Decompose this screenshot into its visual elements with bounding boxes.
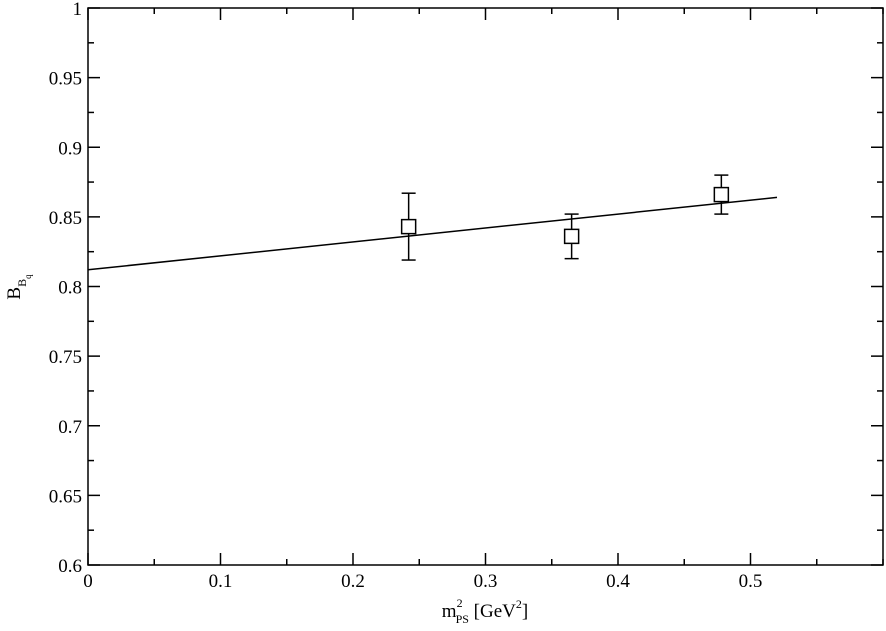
x-tick-label: 0.1: [209, 571, 233, 592]
axis-ticks: [87, 7, 884, 566]
x-axis-title-sub: PS: [456, 612, 469, 626]
x-axis-title-sup: 2: [457, 596, 463, 610]
plot-frame: [87, 7, 884, 566]
data-series: [87, 174, 778, 271]
x-axis-title-unit-close: ]: [522, 601, 528, 622]
y-axis-title-main: B: [4, 287, 25, 300]
y-tick-label: 0.75: [49, 347, 82, 368]
data-point-square: [713, 186, 730, 203]
y-tick-label: 0.85: [49, 208, 82, 229]
x-axis-title-unit-sup: 2: [516, 597, 522, 611]
y-tick-label: 0.8: [58, 278, 82, 299]
fit-line: [87, 196, 778, 271]
y-axis-title: BBq: [4, 274, 33, 300]
x-axis-title-unit-open: [GeV: [469, 601, 516, 622]
x-tick-label: 0.5: [739, 571, 763, 592]
y-tick-label: 0.6: [58, 556, 82, 577]
data-point-square: [400, 218, 417, 235]
x-tick-label: 0.2: [341, 571, 365, 592]
y-tick-label: 0.7: [58, 417, 82, 438]
x-axis-title-main: m: [442, 601, 457, 622]
axis-tick-labels: 0 0.1 0.2 0.3 0.4 0.5 0.6 0.65 0.7 0.75 0.8 0.85 0.9…: [49, 0, 763, 592]
y-tick-label: 0.95: [49, 69, 82, 90]
x-axis-title: m2 PS [GeV2]: [442, 596, 528, 626]
x-tick-label: 0.4: [606, 571, 630, 592]
x-tick-label: 0: [83, 571, 93, 592]
data-point-square: [563, 228, 580, 245]
y-axis-title-subsub: q: [23, 274, 33, 279]
y-axis-title-sub: B: [15, 279, 29, 287]
y-tick-label: 0.65: [49, 486, 82, 507]
x-tick-label: 0.3: [474, 571, 498, 592]
y-tick-label: 1: [73, 0, 83, 20]
y-tick-label: 0.9: [58, 138, 82, 159]
